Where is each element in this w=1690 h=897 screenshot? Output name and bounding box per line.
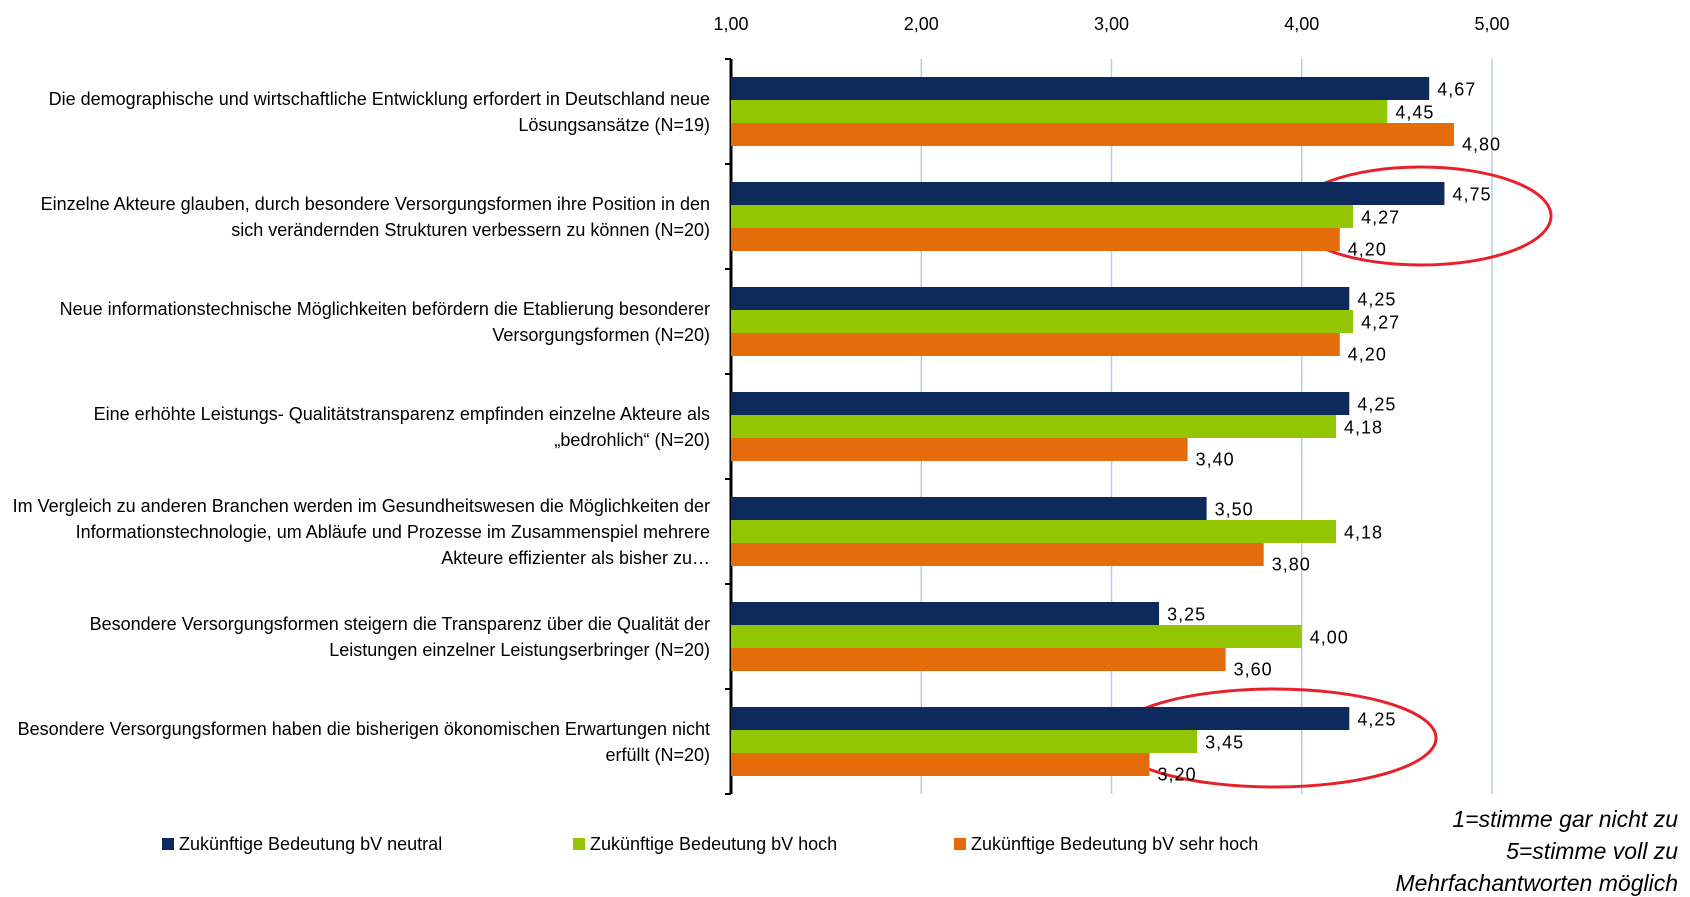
value-label: 4,18: [1344, 522, 1383, 542]
bar: [731, 730, 1198, 753]
value-label: 4,18: [1344, 417, 1383, 437]
value-label: 4,20: [1348, 239, 1387, 259]
value-label: 3,50: [1215, 499, 1254, 519]
bar: [731, 392, 1350, 415]
value-label: 3,40: [1196, 449, 1235, 469]
value-label: 3,45: [1205, 732, 1244, 752]
bar: [731, 228, 1340, 251]
bar: [731, 753, 1150, 776]
value-label: 3,60: [1234, 659, 1273, 679]
bar: [731, 648, 1226, 671]
legend-swatch: [954, 838, 966, 850]
category-label: Eine erhöhte Leistungs- Qualitätstranspa…: [93, 403, 710, 450]
value-label: 4,25: [1357, 394, 1396, 414]
value-label: 4,25: [1357, 289, 1396, 309]
bar: [731, 497, 1207, 520]
value-label: 4,20: [1348, 344, 1387, 364]
value-label: 4,00: [1310, 627, 1349, 647]
x-tick-label: 4,00: [1284, 14, 1319, 34]
legend-label: Zukünftige Bedeutung bV sehr hoch: [971, 834, 1258, 854]
category-label: Besondere Versorgungsformen haben die bi…: [17, 718, 710, 765]
bar: [731, 625, 1302, 648]
legend-swatch: [573, 838, 585, 850]
value-label: 3,25: [1167, 604, 1206, 624]
value-label: 4,25: [1357, 709, 1396, 729]
value-label: 3,80: [1272, 554, 1311, 574]
legend-label: Zukünftige Bedeutung bV hoch: [590, 834, 837, 854]
bar: [731, 205, 1354, 228]
bar: [731, 287, 1350, 310]
bar: [731, 77, 1430, 100]
value-label: 4,45: [1395, 102, 1434, 122]
bar: [731, 100, 1388, 123]
legend-label: Zukünftige Bedeutung bV neutral: [179, 834, 442, 854]
value-label: 3,20: [1158, 764, 1197, 784]
legend-swatch: [162, 838, 174, 850]
bar: [731, 438, 1188, 461]
value-label: 4,67: [1437, 79, 1476, 99]
bar: [731, 543, 1264, 566]
x-tick-label: 2,00: [904, 14, 939, 34]
bar: [731, 602, 1160, 625]
bar: [731, 182, 1445, 205]
bar: [731, 310, 1354, 333]
bar: [731, 415, 1336, 438]
value-label: 4,27: [1361, 312, 1400, 332]
category-label: Einzelne Akteure glauben, durch besonder…: [40, 193, 710, 240]
footnote: Mehrfachantworten möglich: [1395, 870, 1678, 896]
category-label: Besondere Versorgungsformen steigern die…: [89, 613, 710, 660]
bar: [731, 520, 1336, 543]
value-label: 4,75: [1452, 184, 1491, 204]
footnote: 1=stimme gar nicht zu: [1452, 806, 1678, 832]
bar: [731, 123, 1454, 146]
x-tick-label: 5,00: [1474, 14, 1509, 34]
category-label: Neue informationstechnische Möglichkeite…: [59, 298, 710, 345]
category-label: Im Vergleich zu anderen Branchen werden …: [12, 495, 710, 568]
category-label: Die demographische und wirtschaftliche E…: [48, 88, 710, 135]
bar: [731, 333, 1340, 356]
x-tick-label: 1,00: [713, 14, 748, 34]
value-label: 4,80: [1462, 134, 1501, 154]
x-tick-label: 3,00: [1094, 14, 1129, 34]
value-label: 4,27: [1361, 207, 1400, 227]
bar: [731, 707, 1350, 730]
footnote: 5=stimme voll zu: [1506, 838, 1678, 864]
